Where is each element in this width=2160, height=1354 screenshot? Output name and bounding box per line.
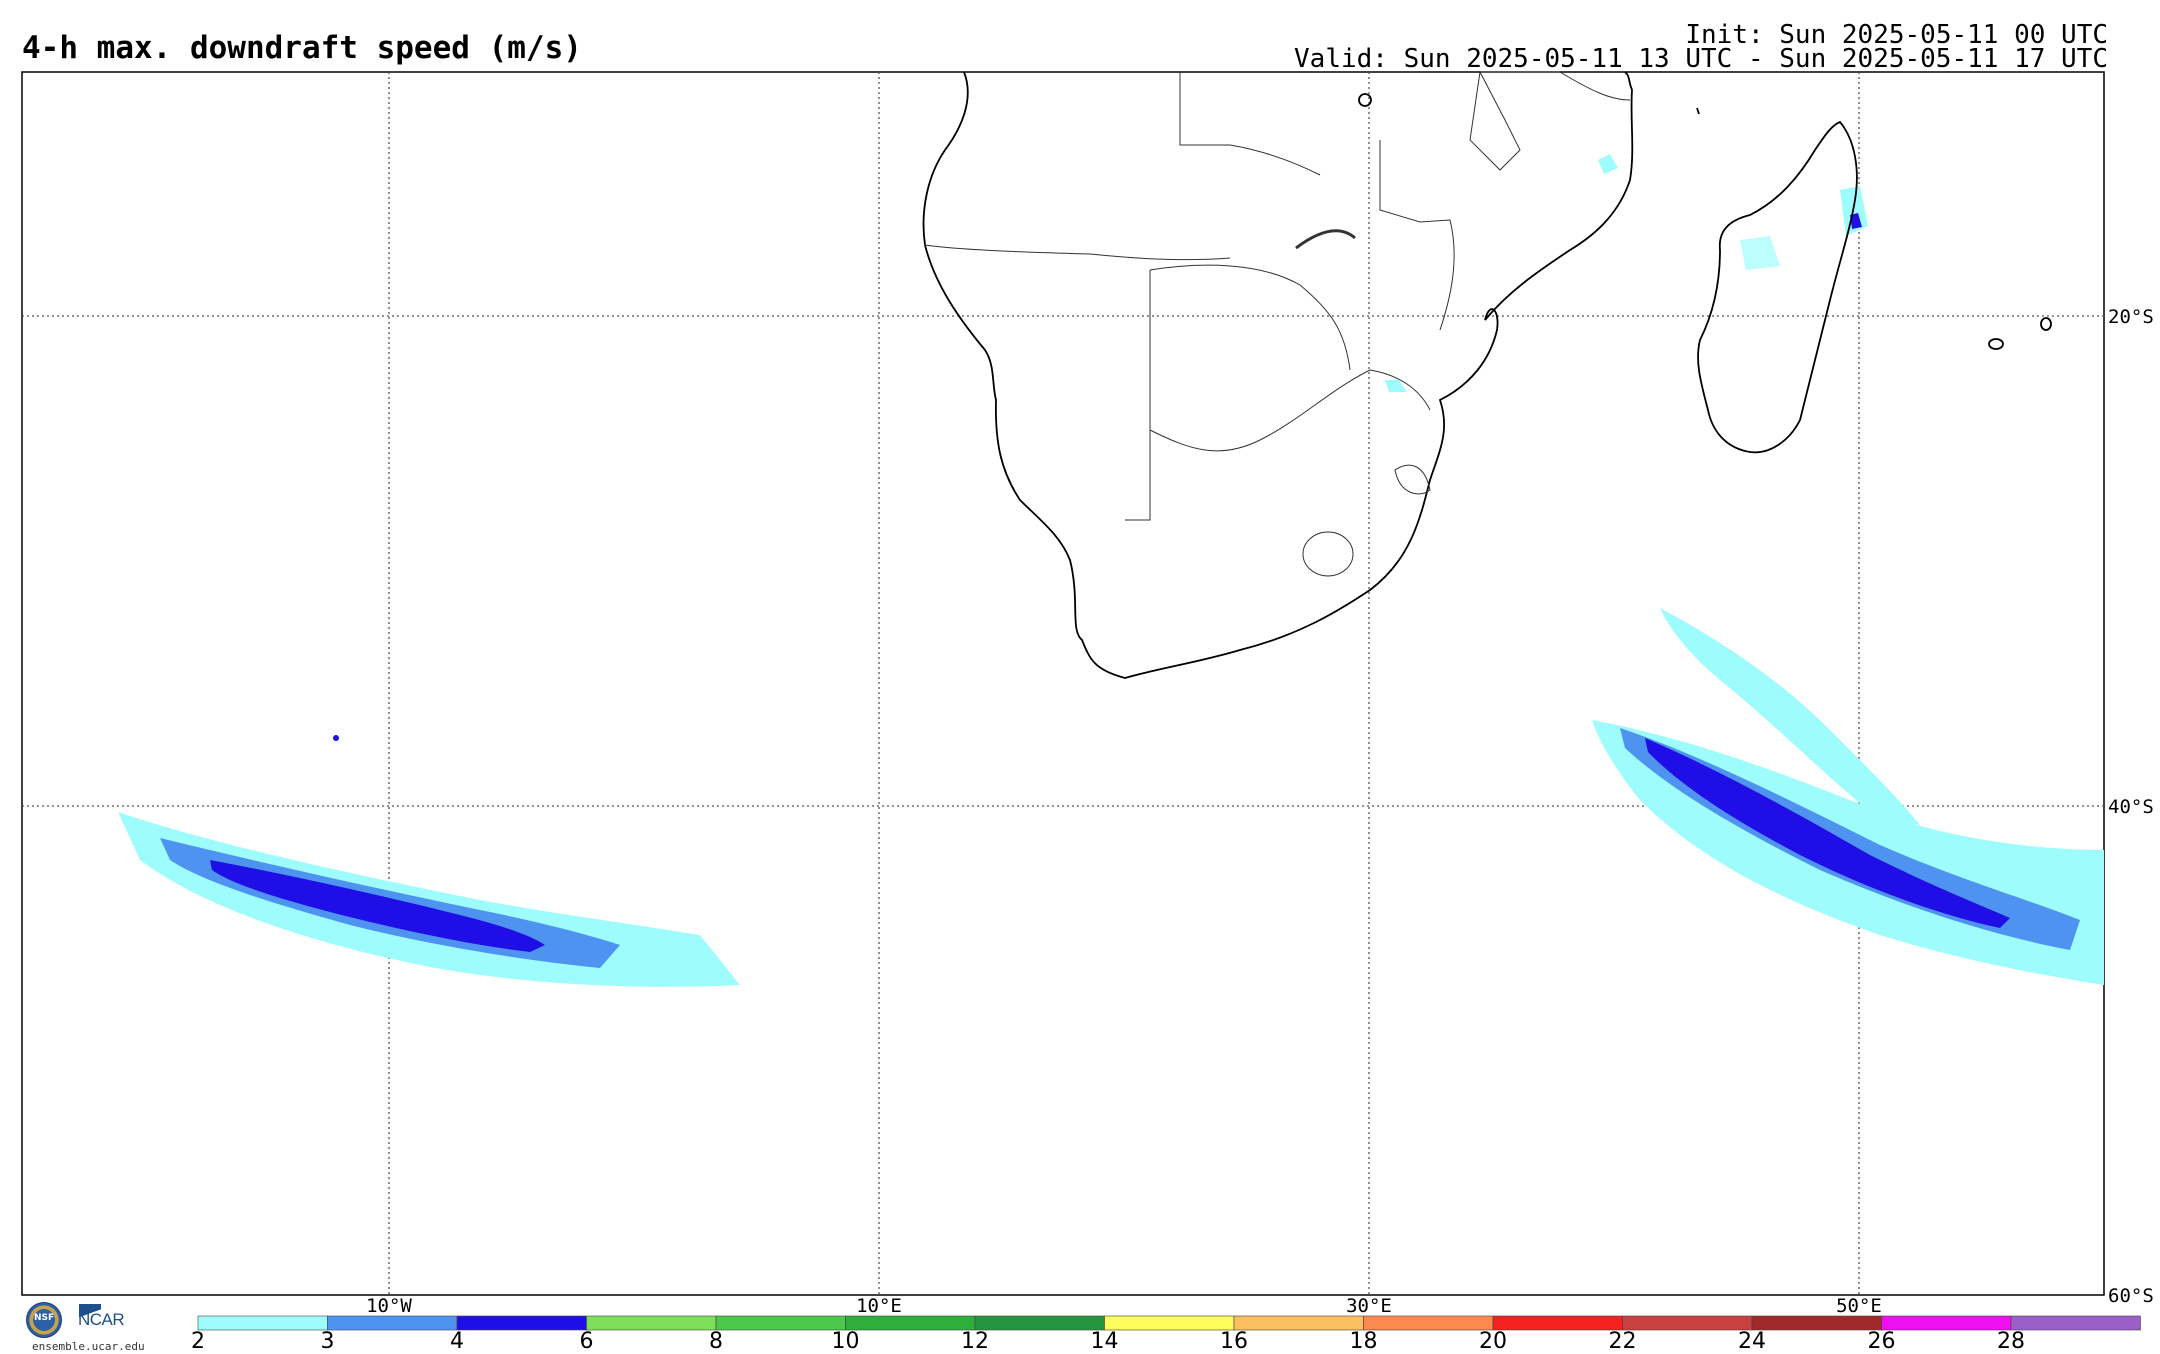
colorbar-tick-label: 6 [580,1329,594,1354]
init-time: Init: Sun 2025-05-11 00 UTC [1685,20,2108,50]
reunion-coast [2040,317,2052,331]
colorbar-swatch [1751,1315,1882,1331]
colorbar-tick-label: 28 [1997,1329,2025,1354]
site-url: ensemble.ucar.edu [32,1340,145,1353]
colorbar-swatch [327,1315,458,1331]
map-frame [21,71,2105,1296]
border-namibia-botswana [1125,270,1151,521]
eswatini-border [1394,464,1431,495]
downdraft-shading [118,154,2104,987]
colorbar-tick-label: 22 [1609,1329,1637,1354]
lesotho-border [1302,531,1354,577]
colorbar-swatch [456,1315,587,1331]
colorbar-tick-label: 12 [961,1329,989,1354]
east-band-4-6 [1645,738,2010,928]
colorbar-swatch [1104,1315,1235,1331]
country-borders [924,70,1631,577]
ncar-logo: NSF NCAR ensemble.ucar.edu [22,1302,162,1354]
colorbar-tick-label: 18 [1350,1329,1378,1354]
patch-1 [1385,380,1407,392]
colorbar-swatch [1492,1315,1623,1331]
colorbar-swatch [1881,1315,2012,1331]
border-mozambique [1379,140,1455,331]
lon-label-10w: 10°W [366,1295,412,1317]
colorbar-swatch [974,1315,1105,1331]
colorbar: 2 3 4 6 8 10 12 14 16 18 20 22 24 26 28 [191,1315,2141,1354]
patch-2 [1598,154,1618,174]
lake-coast [1358,93,1372,107]
east-branch-2-3 [1660,608,1920,825]
border-angola-namibia [924,244,1231,261]
colorbar-swatch [1363,1315,1494,1331]
west-band-4-6 [210,860,545,952]
island-small [1696,107,1700,115]
colorbar-tick-label: 3 [321,1329,335,1354]
colorbar-swatch [1622,1315,1753,1331]
border-botswana-zimbabwe [1149,264,1351,371]
colorbar-tick-label: 20 [1479,1329,1507,1354]
colorbar-swatch [845,1315,976,1331]
lat-label-20s: 20°S [2108,306,2154,328]
ncar-logo-text: NCAR [78,1310,125,1329]
nsf-logo-text: NSF [34,1313,55,1323]
colorbar-tick-label: 16 [1220,1329,1248,1354]
axis-labels: 20°S 40°S 60°S 10°W 10°E 30°E 50°E [366,306,2154,1317]
colorbar-swatch [197,1315,328,1331]
madagascar-coastline [1697,120,1858,454]
colorbar-tick-label: 26 [1868,1329,1896,1354]
ncar-mark-icon [79,1304,101,1320]
lon-label-50e: 50°E [1836,1295,1882,1317]
coastlines [922,71,2052,679]
colorbar-swatch [1233,1315,1364,1331]
colorbar-tick-label: 2 [191,1329,205,1354]
colorbar-tick-label: 14 [1091,1329,1119,1354]
colorbar-swatch [586,1315,717,1331]
lat-label-60s: 60°S [2108,1285,2154,1307]
patch-madagascar-2 [1850,213,1862,229]
border-tanzania [1480,71,1631,101]
patch-dot [333,735,339,741]
lat-label-40s: 40°S [2108,796,2154,818]
lon-label-10e: 10°E [856,1295,902,1317]
mauritius-coast [1988,338,2004,350]
border-zambia [1179,72,1321,176]
colorbar-tick-label: 8 [709,1329,723,1354]
border-malawi [1469,70,1521,171]
colorbar-swatch [2010,1315,2141,1331]
border-south-africa-north [1149,369,1431,452]
nsf-logo-icon [26,1302,62,1338]
colorbar-tick-label: 4 [450,1329,464,1354]
lake-kariba [1295,229,1356,250]
colorbar-tick-label: 10 [832,1329,860,1354]
map-title: 4-h max. downdraft speed (m/s) [22,30,582,66]
africa-coastline [922,71,1634,679]
patch-madagascar-3 [1740,236,1780,270]
colorbar-tick-label: 24 [1738,1329,1766,1354]
lon-label-30e: 30°E [1346,1295,1392,1317]
colorbar-swatch [715,1315,846,1331]
valid-time: Valid: Sun 2025-05-11 13 UTC - Sun 2025-… [1294,44,2108,74]
